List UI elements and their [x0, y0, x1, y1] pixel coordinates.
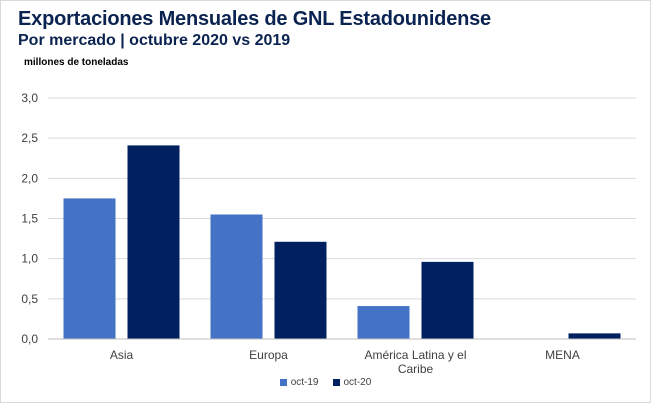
- bar-oct-20: [274, 241, 327, 339]
- bar-oct-20: [568, 333, 621, 339]
- legend-label-oct-20: oct-20: [343, 377, 372, 388]
- legend-swatch-oct-20: [332, 379, 340, 386]
- legend-swatch-oct-19: [279, 379, 287, 386]
- x-tick-label: MENA: [545, 348, 580, 362]
- y-axis-unit-label: millones de toneladas: [24, 57, 129, 68]
- bar-oct-19: [63, 198, 116, 339]
- y-tick-label: 0,5: [21, 292, 38, 306]
- y-tick-label: 3,0: [21, 91, 38, 105]
- x-tick-label: Europa: [249, 348, 288, 362]
- x-tick-label: América Latina y el: [364, 348, 466, 362]
- y-tick-label: 1,0: [21, 252, 38, 266]
- bar-oct-19: [357, 306, 410, 339]
- x-tick-label: Caribe: [398, 362, 434, 376]
- y-tick-label: 2,5: [21, 131, 38, 145]
- bar-oct-20: [127, 145, 180, 339]
- bar-oct-20: [421, 261, 474, 339]
- y-tick-label: 0,0: [21, 332, 38, 346]
- legend-item-oct-20: oct-20: [332, 377, 372, 388]
- y-tick-label: 1,5: [21, 212, 38, 226]
- x-tick-label: Asia: [110, 348, 134, 362]
- legend-item-oct-19: oct-19: [279, 377, 319, 388]
- chart-title: Exportaciones Mensuales de GNL Estadouni…: [18, 8, 491, 30]
- legend-label-oct-19: oct-19: [290, 377, 319, 388]
- chart-legend: oct-19 oct-20: [0, 377, 651, 388]
- chart-subtitle: Por mercado | octubre 2020 vs 2019: [18, 32, 291, 49]
- bar-oct-19: [210, 214, 263, 339]
- y-tick-label: 2,0: [21, 171, 38, 185]
